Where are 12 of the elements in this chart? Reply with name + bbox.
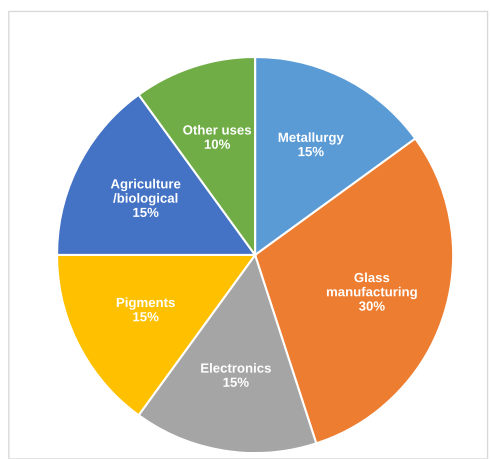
data-label: 10% xyxy=(204,139,230,149)
data-label: 15% xyxy=(133,312,159,322)
data-label: 30% xyxy=(358,301,385,311)
slice-label: Metallurgy xyxy=(278,132,344,145)
slice-label: Other uses xyxy=(183,124,252,135)
slice-label: Electronics xyxy=(201,363,271,373)
slice-label: Glass manufacturing xyxy=(326,272,417,300)
data-label: 15% xyxy=(133,208,159,218)
data-label: 15% xyxy=(298,146,324,156)
data-label: 15% xyxy=(223,378,249,387)
slice-label: Agriculture /biological xyxy=(110,178,180,206)
slice-label: Pigments xyxy=(116,297,175,310)
